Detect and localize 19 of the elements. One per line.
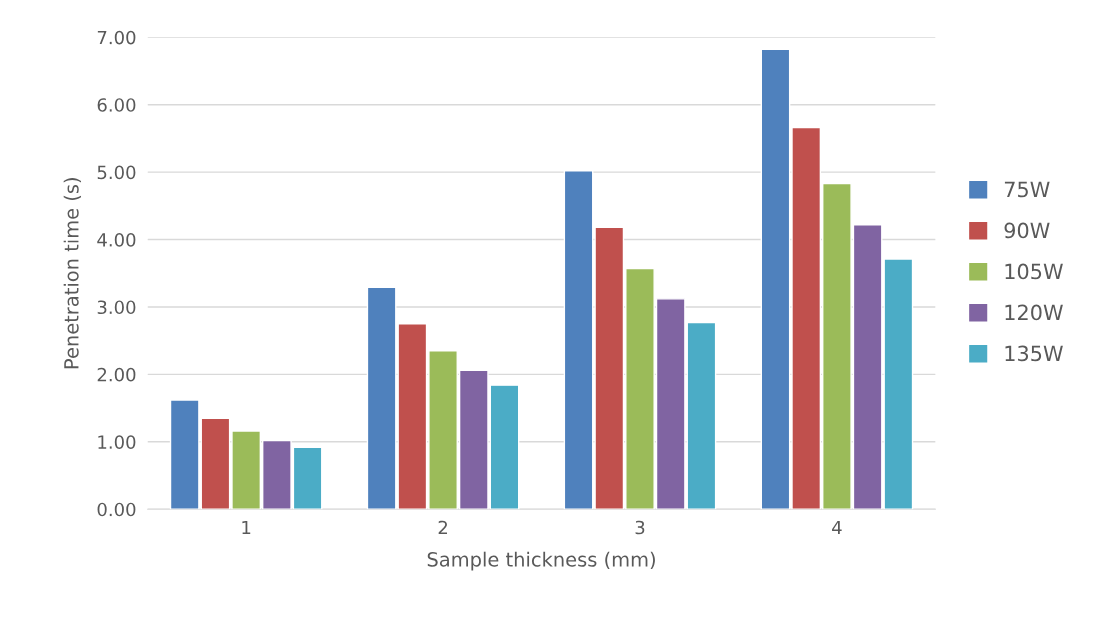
x-tick-label: 4 <box>832 520 842 535</box>
x-tick-label: 3 <box>635 520 645 535</box>
y-tick-label: 3.00 <box>97 300 136 315</box>
legend-label: 90W <box>1004 222 1050 239</box>
x-tick-label: 1 <box>242 520 251 535</box>
y-axis-title: Penetration time (s) <box>63 178 82 369</box>
y-tick-label: 6.00 <box>97 98 136 112</box>
y-tick-label: 4.00 <box>97 232 136 247</box>
y-tick-label: 1.00 <box>98 435 136 449</box>
y-tick-label: 5.00 <box>97 165 136 180</box>
y-tick-label: 2.00 <box>97 367 136 382</box>
legend-label: 120W <box>1005 304 1063 321</box>
y-tick-label: 7.00 <box>97 30 136 45</box>
legend-label: 105W <box>1005 263 1063 280</box>
x-tick-label: 2 <box>438 520 448 535</box>
legend-label: 75W <box>1004 181 1050 198</box>
x-axis-title: Sample thickness (mm) <box>427 551 655 571</box>
legend-label: 135W <box>1005 345 1063 362</box>
y-tick-label: 0.00 <box>97 502 136 517</box>
